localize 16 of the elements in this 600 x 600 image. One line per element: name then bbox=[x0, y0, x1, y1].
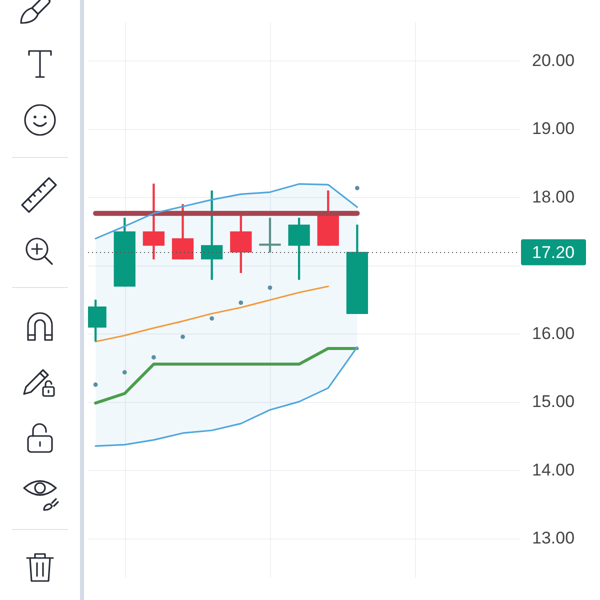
point bbox=[210, 316, 214, 321]
point bbox=[152, 355, 156, 360]
point bbox=[238, 300, 244, 305]
y-tick-label: 15.00 bbox=[532, 392, 575, 412]
point bbox=[355, 186, 360, 190]
point bbox=[268, 286, 272, 290]
y-tick-label: 16.00 bbox=[532, 324, 575, 343]
y-tick-label: 14.00 bbox=[532, 460, 575, 480]
point bbox=[93, 382, 98, 387]
y-tick-label: 13.00 bbox=[532, 528, 575, 548]
point bbox=[122, 370, 127, 375]
y-tick-label: 18.00 bbox=[532, 187, 575, 206]
y-tick-label: 20.00 bbox=[532, 50, 575, 70]
point bbox=[180, 334, 185, 340]
ref-line-label: 17.20 bbox=[532, 242, 575, 262]
y-tick-label: 19.00 bbox=[532, 119, 575, 138]
